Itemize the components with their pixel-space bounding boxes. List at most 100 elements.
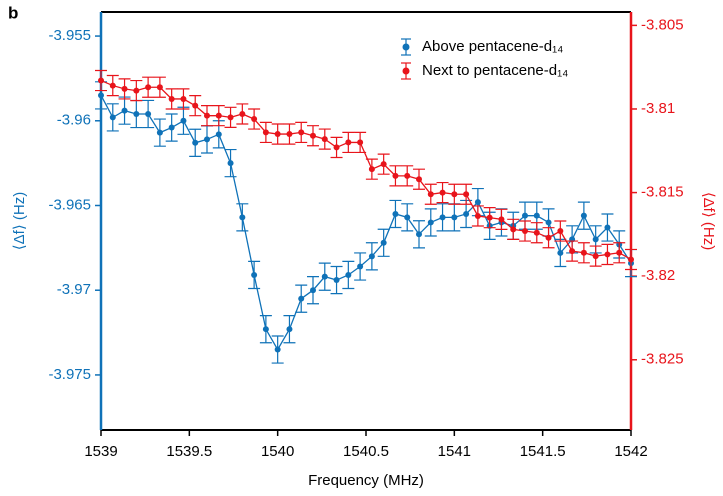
data-point [168,124,175,131]
series-line [100,95,632,351]
data-point [474,212,481,219]
data-point [121,107,128,114]
data-point [98,77,104,84]
data-point [604,251,611,258]
data-point [486,214,493,221]
data-point [262,129,269,136]
data-point [274,131,281,138]
data-point [145,111,152,118]
data-point [451,214,458,221]
y-tick-label: -3.955 [48,27,91,44]
data-point [215,131,222,138]
data-point [404,172,411,179]
x-tick-label: 1542 [614,443,647,460]
data-point [204,112,210,119]
data-point [109,82,116,89]
data-point [427,191,434,198]
data-point [286,131,293,138]
x-tick-label: 1539 [84,443,117,460]
data-point [416,176,422,183]
data-point [427,219,434,226]
data-point [451,191,458,198]
data-point [321,136,328,143]
data-point [345,139,352,146]
data-point [333,277,340,284]
x-tick-label: 1539.5 [166,443,212,460]
data-point [227,160,234,167]
data-point [298,295,305,302]
data-point [557,228,564,235]
data-point [239,110,246,117]
data-point [168,95,175,102]
data-point [145,84,152,91]
x-tick-label: 1541.5 [520,443,566,460]
data-point [557,249,564,256]
data-point [368,166,375,173]
y2-tick-label: -3.825 [641,351,684,368]
data-point [215,112,222,119]
legend-marker [402,43,410,51]
data-point [592,236,599,243]
data-point [474,199,481,206]
data-point [251,116,258,123]
data-point [592,253,599,260]
x-axis-label: Frequency (MHz) [308,472,424,489]
data-point [321,273,328,280]
legend-label: Above pentacene-d₁₄ [422,38,563,55]
y-tick-label: -3.975 [48,366,91,383]
y2-tick-label: -3.82 [641,267,675,284]
series-line [100,79,632,261]
data-point [604,224,611,231]
data-point [580,249,587,256]
data-point [239,214,246,221]
y2-tick-label: -3.81 [641,100,675,117]
y-tick-label: -3.965 [48,196,91,213]
data-point [628,256,634,263]
data-point [510,226,517,233]
data-point [227,114,234,121]
data-point [156,84,163,91]
data-point [522,212,528,219]
data-point [192,102,199,109]
panel-label: b [8,3,18,22]
data-point [204,136,210,143]
y-axis-label: ⟨Δf⟩ (Hz) [11,192,28,250]
data-point [121,85,128,92]
y-tick-label: -3.97 [57,281,91,298]
data-point [463,210,470,217]
data-point [439,214,446,221]
data-point [180,117,187,124]
data-point [463,191,470,198]
data-point [133,87,140,94]
data-point [533,229,540,236]
data-point [580,212,587,219]
data-point [616,249,623,256]
y-tick-label: -3.96 [57,112,91,129]
x-tick-label: 1540 [261,443,294,460]
data-point [357,263,364,270]
data-point [416,231,422,238]
data-point [310,132,316,139]
data-point [368,253,375,260]
data-point [298,129,305,136]
data-point [380,161,387,168]
x-tick-label: 1541 [438,443,471,460]
data-point [133,111,140,118]
data-point [310,287,316,294]
data-point [345,271,352,278]
data-point [569,248,576,255]
legend-marker [402,67,410,75]
data-point [251,271,258,278]
data-point [274,346,281,353]
data-point [498,216,505,223]
data-point [192,139,199,146]
data-point [380,239,387,246]
data-point [392,210,399,217]
data-point [545,219,552,226]
data-point [109,114,116,121]
data-point [439,189,446,196]
data-point [545,234,552,241]
data-point [286,326,293,333]
y2-axis-label: ⟨Δf⟩ (Hz) [700,192,717,250]
